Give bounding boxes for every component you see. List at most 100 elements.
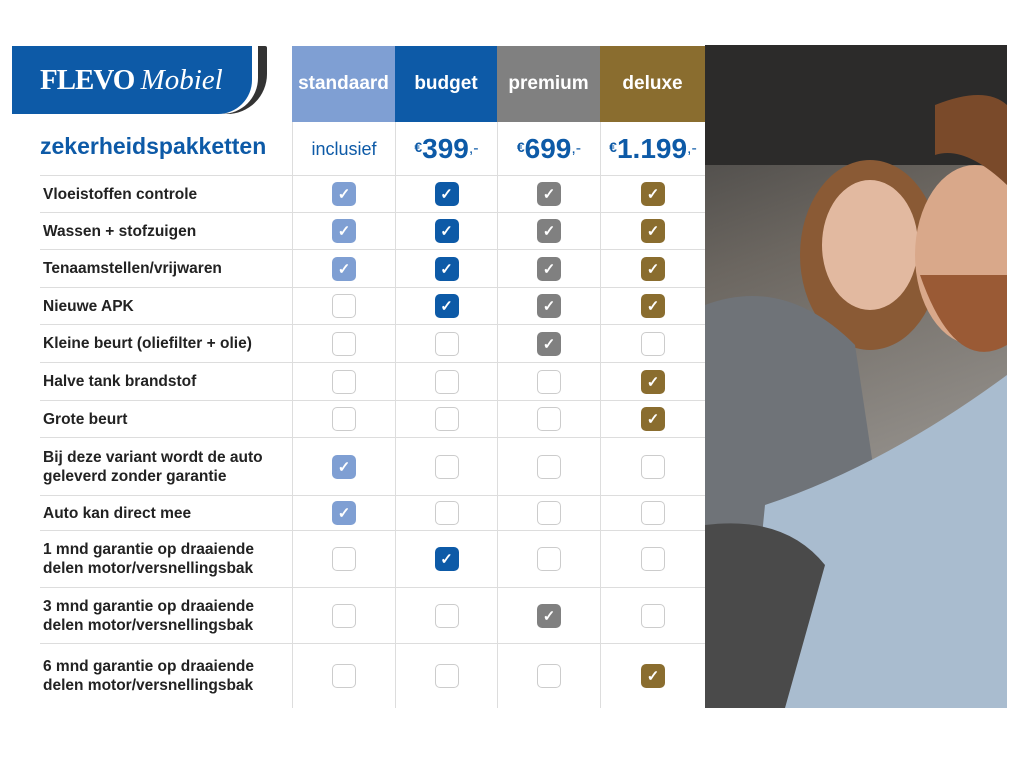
feature-cell-premium: ✓ — [497, 288, 600, 324]
feature-row: 3 mnd garantie op draaiende delen motor/… — [40, 587, 705, 643]
unchecked-checkbox-icon — [332, 369, 356, 394]
checked-checkbox-icon: ✓ — [332, 219, 356, 243]
flevo-mobiel-logo: FLEVO Mobiel — [12, 46, 267, 114]
feature-cell-deluxe: ✓ — [600, 250, 705, 287]
price-budget: €399 ,- — [395, 122, 497, 176]
feature-cell-premium: ✓ — [497, 250, 600, 287]
feature-cell-standaard — [292, 588, 395, 643]
feature-cell-deluxe — [600, 496, 705, 530]
checked-checkbox-icon: ✓ — [332, 256, 356, 281]
feature-cell-budget: ✓ — [395, 288, 497, 324]
unchecked-checkbox-icon — [434, 369, 459, 394]
price-deluxe: €1.199 ,- — [600, 122, 705, 176]
feature-cell-budget: ✓ — [395, 213, 497, 249]
feature-cell-standaard: ✓ — [292, 250, 395, 287]
feature-cell-premium — [497, 438, 600, 495]
feature-label: Halve tank brandstof — [43, 373, 197, 390]
feature-cell-premium — [497, 644, 600, 708]
feature-row: Tenaamstellen/vrijwaren ✓ ✓ ✓ ✓ — [40, 249, 705, 287]
checked-checkbox-icon: ✓ — [332, 182, 356, 206]
feature-cell-deluxe — [600, 531, 705, 587]
feature-cell-budget — [395, 401, 497, 437]
checked-checkbox-icon: ✓ — [537, 182, 561, 206]
unchecked-checkbox-icon — [434, 603, 459, 628]
checked-checkbox-icon: ✓ — [434, 219, 459, 243]
feature-cell-budget — [395, 496, 497, 530]
feature-cell-premium — [497, 363, 600, 400]
feature-cell-standaard: ✓ — [292, 213, 395, 249]
unchecked-checkbox-icon — [332, 331, 356, 356]
feature-label: Grote beurt — [43, 410, 128, 428]
feature-row: Grote beurt ✓ — [40, 400, 705, 437]
price-standaard: inclusief — [292, 122, 395, 176]
unchecked-checkbox-icon — [434, 501, 459, 525]
checked-checkbox-icon: ✓ — [537, 331, 561, 356]
unchecked-checkbox-icon — [434, 664, 459, 688]
feature-cell-deluxe: ✓ — [600, 363, 705, 400]
feature-label: Tenaamstellen/vrijwaren — [43, 260, 222, 277]
feature-label: Nieuwe APK — [43, 297, 134, 315]
feature-row: Wassen + stofzuigen ✓ ✓ ✓ ✓ — [40, 212, 705, 249]
unchecked-checkbox-icon — [641, 331, 665, 356]
feature-row: Nieuwe APK ✓ ✓ ✓ — [40, 287, 705, 324]
feature-cell-budget — [395, 438, 497, 495]
feature-cell-premium — [497, 401, 600, 437]
unchecked-checkbox-icon — [434, 454, 459, 479]
checked-checkbox-icon: ✓ — [641, 407, 665, 431]
feature-cell-standaard: ✓ — [292, 176, 395, 212]
feature-row: 1 mnd garantie op draaiende delen motor/… — [40, 530, 705, 587]
unchecked-checkbox-icon — [332, 664, 356, 688]
feature-cell-budget — [395, 325, 497, 362]
feature-cell-standaard: ✓ — [292, 496, 395, 530]
unchecked-checkbox-icon — [434, 331, 459, 356]
feature-cell-deluxe: ✓ — [600, 213, 705, 249]
unchecked-checkbox-icon — [332, 547, 356, 571]
feature-label: Auto kan direct mee — [43, 504, 192, 522]
unchecked-checkbox-icon — [332, 407, 356, 431]
unchecked-checkbox-icon — [537, 369, 561, 394]
checked-checkbox-icon: ✓ — [641, 294, 665, 318]
checked-checkbox-icon: ✓ — [641, 182, 665, 206]
package-header-premium: premium — [497, 46, 600, 122]
feature-cell-deluxe: ✓ — [600, 401, 705, 437]
feature-row: Vloeistoffen controle ✓ ✓ ✓ ✓ — [40, 175, 705, 212]
unchecked-checkbox-icon — [641, 603, 665, 628]
feature-cell-budget: ✓ — [395, 176, 497, 212]
feature-label: 6 mnd garantie op draaiende delen motor/… — [43, 658, 255, 694]
checked-checkbox-icon: ✓ — [434, 294, 459, 318]
feature-cell-standaard — [292, 401, 395, 437]
feature-cell-deluxe — [600, 588, 705, 643]
feature-cell-premium: ✓ — [497, 176, 600, 212]
feature-cell-deluxe — [600, 325, 705, 362]
feature-row: Auto kan direct mee ✓ — [40, 495, 705, 530]
checked-checkbox-icon: ✓ — [434, 256, 459, 281]
feature-cell-budget — [395, 588, 497, 643]
feature-cell-premium: ✓ — [497, 588, 600, 643]
couple-in-car-photo — [705, 45, 1007, 708]
package-header-deluxe: deluxe — [600, 46, 705, 122]
checked-checkbox-icon: ✓ — [537, 256, 561, 281]
feature-label: Kleine beurt (oliefilter + olie) — [43, 335, 252, 352]
feature-cell-standaard — [292, 531, 395, 587]
unchecked-checkbox-icon — [332, 294, 356, 318]
feature-cell-standaard — [292, 325, 395, 362]
feature-cell-budget — [395, 644, 497, 708]
feature-cell-deluxe: ✓ — [600, 176, 705, 212]
feature-cell-standaard — [292, 363, 395, 400]
feature-cell-deluxe: ✓ — [600, 288, 705, 324]
feature-label: 1 mnd garantie op draaiende delen motor/… — [43, 541, 255, 577]
checked-checkbox-icon: ✓ — [537, 219, 561, 243]
checked-checkbox-icon: ✓ — [641, 219, 665, 243]
feature-cell-premium — [497, 496, 600, 530]
feature-cell-standaard — [292, 288, 395, 324]
feature-cell-budget: ✓ — [395, 250, 497, 287]
feature-row: 6 mnd garantie op draaiende delen motor/… — [40, 643, 705, 708]
feature-label: Bij deze variant wordt de auto geleverd … — [43, 448, 263, 485]
feature-cell-standaard — [292, 644, 395, 708]
checked-checkbox-icon: ✓ — [332, 454, 356, 479]
unchecked-checkbox-icon — [641, 501, 665, 525]
package-header-standaard: standaard — [292, 46, 395, 122]
checked-checkbox-icon: ✓ — [434, 547, 459, 571]
feature-cell-premium: ✓ — [497, 325, 600, 362]
feature-cell-standaard: ✓ — [292, 438, 395, 495]
